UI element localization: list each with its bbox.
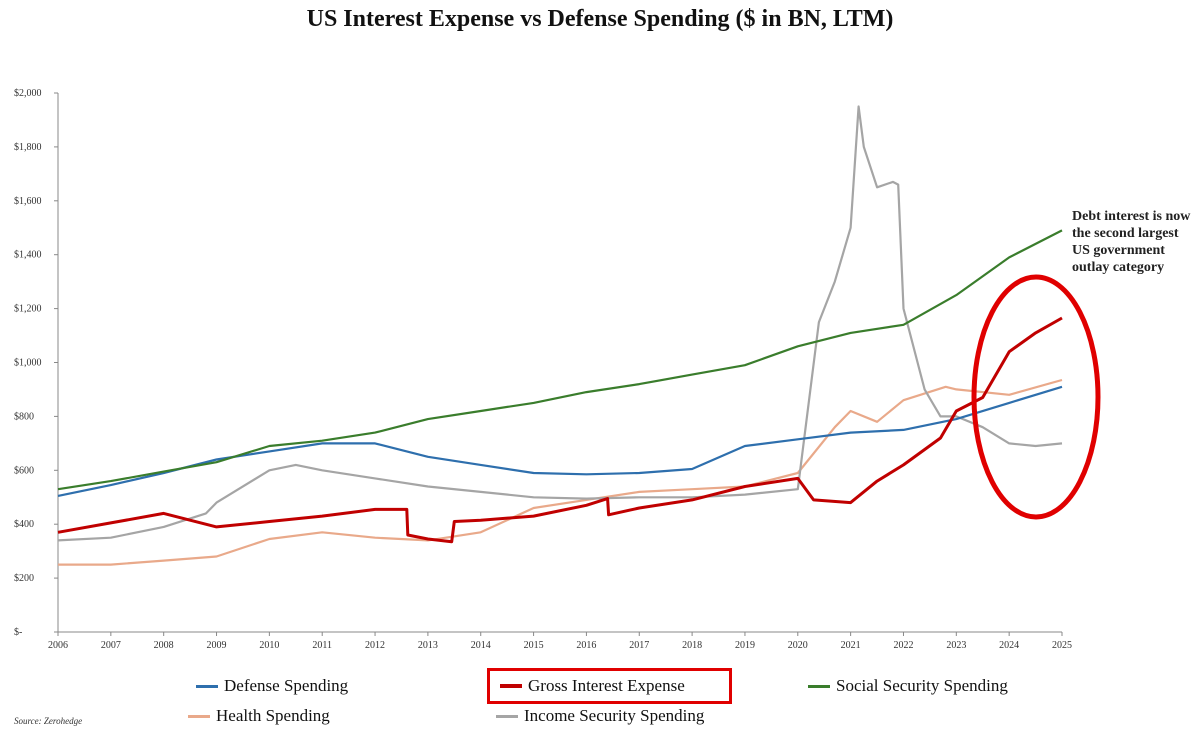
y-tick-label: $- xyxy=(14,627,22,638)
x-tick-label: 2012 xyxy=(365,640,385,651)
x-tick-label: 2021 xyxy=(841,640,861,651)
y-tick-label: $200 xyxy=(14,573,34,584)
legend-label-interest: Gross Interest Expense xyxy=(528,676,685,695)
y-tick-label: $1,600 xyxy=(14,196,42,207)
x-tick-label: 2018 xyxy=(682,640,702,651)
legend-swatch-social xyxy=(808,684,830,688)
y-axis: $- $200 $400 $600 $800 $1,000 $1,200 $1,400 $1,6… xyxy=(14,88,59,638)
x-tick-label: 2019 xyxy=(735,640,755,651)
y-tick-label: $2,000 xyxy=(14,88,42,99)
x-tick-label: 2024 xyxy=(999,640,1019,651)
x-tick-label: 2010 xyxy=(259,640,279,651)
x-tick-label: 2017 xyxy=(629,640,649,651)
legend-item-income: Income Security Spending xyxy=(496,706,704,726)
legend-item-interest: Gross Interest Expense xyxy=(500,676,685,696)
x-axis: 2006 2007 2008 2009 2010 2011 2012 2013 2014 2015… xyxy=(48,631,1072,651)
series-layer xyxy=(57,105,1063,566)
chart-title: US Interest Expense vs Defense Spending … xyxy=(306,6,894,32)
x-tick-label: 2008 xyxy=(154,640,174,651)
y-tick-label: $600 xyxy=(14,465,34,476)
series-line-defense-spending xyxy=(57,385,1063,497)
x-tick-label: 2025 xyxy=(1052,640,1072,651)
x-tick-label: 2016 xyxy=(576,640,596,651)
legend-swatch-income xyxy=(496,714,518,718)
highlight-ellipse xyxy=(971,274,1101,520)
x-tick-label: 2007 xyxy=(101,640,121,651)
series-line-gross-interest-expense xyxy=(57,316,1063,544)
legend-swatch-health xyxy=(188,714,210,718)
legend-swatch-defense xyxy=(196,684,218,688)
x-tick-label: 2011 xyxy=(312,640,332,651)
source-note: Source: Zerohedge xyxy=(14,716,83,726)
series-line-income-security-spending xyxy=(57,105,1063,542)
x-tick-label: 2009 xyxy=(207,640,227,651)
x-tick-label: 2013 xyxy=(418,640,438,651)
x-tick-label: 2015 xyxy=(524,640,544,651)
legend-item-social: Social Security Spending xyxy=(808,676,1008,696)
x-tick-label: 2014 xyxy=(471,640,491,651)
legend-label-health: Health Spending xyxy=(216,706,330,725)
x-tick-label: 2023 xyxy=(946,640,966,651)
legend-label-social: Social Security Spending xyxy=(836,676,1008,695)
legend-swatch-interest xyxy=(500,684,522,688)
series-line-health-spending xyxy=(58,378,1063,566)
x-tick-label: 2022 xyxy=(893,640,913,651)
legend-label-defense: Defense Spending xyxy=(224,676,349,695)
y-tick-label: $800 xyxy=(14,411,34,422)
chart-annotation: Debt interest is now the second largest … xyxy=(1072,209,1191,275)
y-tick-label: $1,400 xyxy=(14,250,42,261)
legend-highlight-box xyxy=(487,668,732,704)
legend-label-income: Income Security Spending xyxy=(524,706,705,725)
y-tick-label: $1,000 xyxy=(14,358,42,369)
series-line-social-security-spending xyxy=(57,229,1063,491)
legend-item-health: Health Spending xyxy=(188,706,330,726)
legend-item-defense: Defense Spending xyxy=(196,676,348,696)
x-tick-label: 2020 xyxy=(788,640,808,651)
y-tick-label: $400 xyxy=(14,519,34,530)
y-tick-label: $1,800 xyxy=(14,142,42,153)
x-tick-label: 2006 xyxy=(48,640,68,651)
y-tick-label: $1,200 xyxy=(14,304,42,315)
